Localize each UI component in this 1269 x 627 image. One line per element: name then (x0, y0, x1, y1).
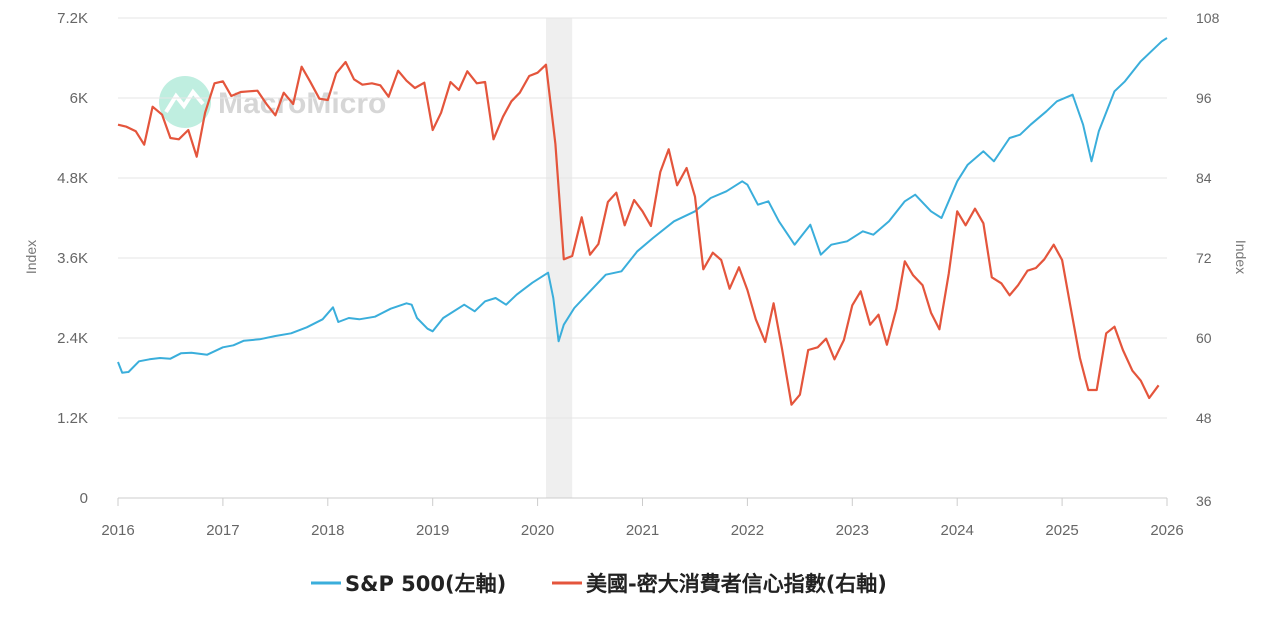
right-tick-label: 48 (1196, 410, 1212, 426)
series-lines (117, 37, 1168, 406)
left-tick-label: 7.2K (57, 10, 88, 27)
x-tick-label: 2025 (1045, 522, 1078, 539)
x-tick-label: 2019 (416, 522, 449, 539)
left-tick-label: 1.2K (57, 410, 88, 427)
legend[interactable]: S&P 500(左軸) 美國-密大消費者信心指數(右軸) (311, 572, 887, 596)
x-tick-label: 2018 (311, 522, 344, 539)
legend-item-sp500[interactable]: S&P 500(左軸) (311, 572, 506, 596)
legend-label-sp500: S&P 500(左軸) (345, 572, 506, 596)
right-tick-label: 36 (1196, 493, 1212, 509)
logo-mark-icon (164, 88, 205, 114)
right-tick-label: 60 (1196, 330, 1212, 346)
right-axis-ticks: 36 48 60 72 84 96 108 (1196, 10, 1220, 509)
legend-item-sentiment[interactable]: 美國-密大消費者信心指數(右軸) (552, 572, 887, 596)
x-tick-label: 2023 (836, 522, 869, 539)
sentiment-line (117, 60, 1160, 406)
x-tick-label: 2022 (731, 522, 764, 539)
right-axis-title: Index (1233, 240, 1249, 274)
left-tick-label: 2.4K (57, 330, 88, 347)
left-tick-label: 3.6K (57, 250, 88, 267)
x-tick-label: 2017 (206, 522, 239, 539)
left-tick-label: 4.8K (57, 170, 88, 187)
x-tick-label: 2016 (101, 522, 134, 539)
right-tick-label: 96 (1196, 90, 1212, 106)
x-tick-label: 2024 (941, 522, 974, 539)
right-tick-label: 72 (1196, 250, 1212, 266)
left-axis-ticks: 0 1.2K 2.4K 3.6K 4.8K 6K 7.2K (57, 10, 88, 507)
watermark: MacroMicro (159, 76, 386, 128)
gridlines (118, 17, 1167, 499)
right-tick-label: 84 (1196, 170, 1212, 186)
legend-label-sentiment: 美國-密大消費者信心指數(右軸) (586, 572, 887, 596)
sp500-line (117, 37, 1168, 374)
left-tick-label: 6K (70, 90, 88, 107)
x-tick-label: 2026 (1150, 522, 1183, 539)
left-tick-label: 0 (80, 490, 88, 507)
left-axis-title: Index (23, 240, 39, 274)
x-axis-ticks: 2016 2017 2018 2019 2020 2021 2022 2023 2024 2025… (101, 498, 1184, 539)
x-tick-label: 2020 (521, 522, 554, 539)
right-tick-label: 108 (1196, 10, 1220, 26)
x-tick-label: 2021 (626, 522, 659, 539)
